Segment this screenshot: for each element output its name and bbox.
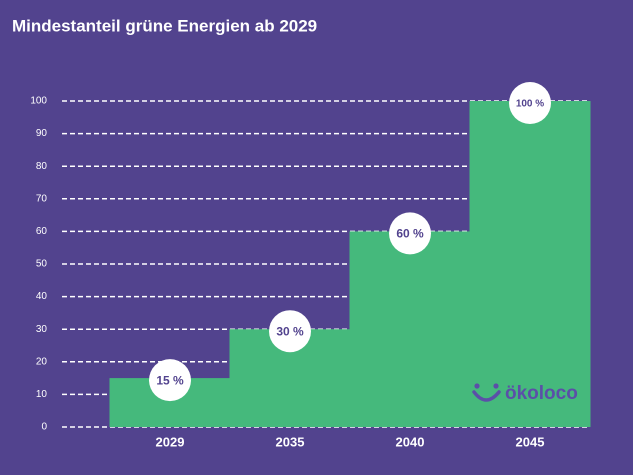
- logo-text: ökoloco: [505, 383, 578, 404]
- logo-eye: [474, 383, 480, 389]
- value-label: 60 %: [396, 227, 424, 241]
- y-tick-label: 20: [36, 356, 48, 367]
- x-tick-label: 2035: [276, 434, 305, 449]
- value-label: 15 %: [156, 373, 184, 387]
- y-tick-label: 30: [36, 324, 48, 335]
- y-tick-label: 10: [36, 389, 48, 400]
- value-label: 30 %: [276, 324, 304, 338]
- value-badge: [149, 359, 191, 402]
- value-badge: [509, 82, 551, 124]
- y-tick-label: 60: [36, 226, 48, 237]
- y-tick-label: 100: [30, 96, 47, 107]
- chart-title: Mindestanteil grüne Energien ab 2029: [12, 16, 317, 35]
- bar: [349, 231, 471, 427]
- y-tick-label: 70: [36, 193, 48, 204]
- value-label: 100 %: [516, 99, 544, 110]
- y-tick-label: 50: [36, 259, 48, 270]
- logo-smile: [472, 390, 501, 402]
- y-tick-label: 90: [36, 128, 48, 139]
- value-badge: [269, 310, 311, 353]
- bar: [469, 101, 591, 427]
- x-tick-label: 2029: [156, 434, 185, 449]
- value-badge: [389, 212, 431, 255]
- logo: ökoloco: [472, 383, 578, 404]
- y-tick-label: 40: [36, 291, 48, 302]
- logo-eye: [493, 383, 499, 389]
- x-tick-label: 2040: [396, 434, 425, 449]
- y-tick-label: 80: [36, 161, 48, 172]
- x-tick-label: 2045: [516, 434, 545, 449]
- y-tick-label: 0: [41, 422, 47, 433]
